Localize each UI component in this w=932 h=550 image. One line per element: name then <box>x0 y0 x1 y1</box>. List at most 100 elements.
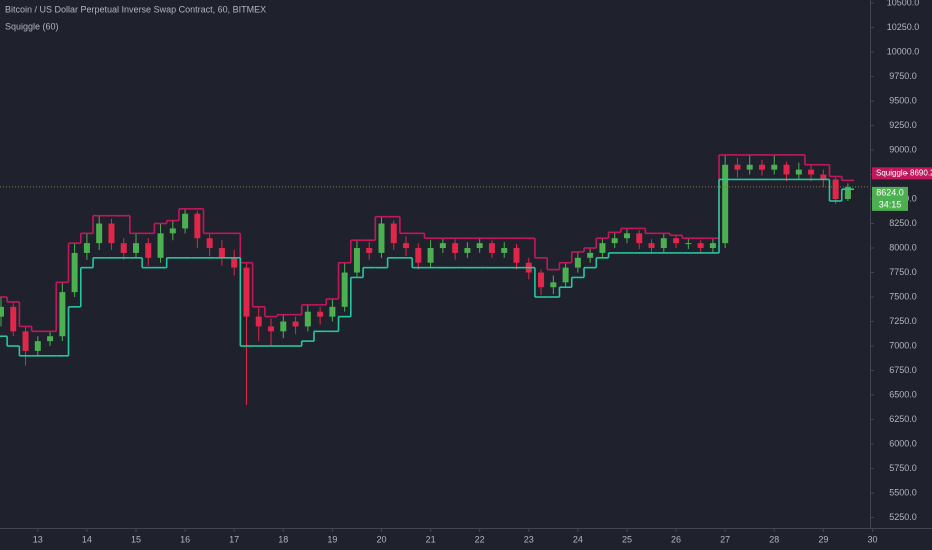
x-tick-label: 19 <box>327 534 337 544</box>
candle-body <box>317 311 324 317</box>
x-tick-label: 17 <box>229 534 239 544</box>
candle-body <box>623 233 630 239</box>
y-tick-label: 9500.0 <box>889 95 917 105</box>
candle-body <box>0 306 4 317</box>
candle-body <box>513 248 520 263</box>
candle-body <box>255 316 262 327</box>
candle-body <box>96 223 103 244</box>
candle-body <box>378 223 385 253</box>
x-tick-label: 30 <box>867 534 877 544</box>
candle-body <box>771 164 778 170</box>
price-tag <box>872 186 908 211</box>
x-tick-label: 21 <box>426 534 436 544</box>
x-tick-label: 15 <box>131 534 141 544</box>
candle-body <box>231 257 238 268</box>
candle-body <box>488 243 495 253</box>
candle-body <box>329 306 336 317</box>
candle-body <box>182 213 189 229</box>
y-tick-label: 7250.0 <box>889 316 917 326</box>
candle-body <box>415 248 422 263</box>
candle-body <box>660 238 667 249</box>
candle-body <box>648 243 655 249</box>
candle-body <box>268 326 275 332</box>
candle-body <box>403 243 410 249</box>
y-tick-label: 5750.0 <box>889 463 917 473</box>
candle-body <box>366 248 373 253</box>
candle-body <box>795 169 802 175</box>
x-tick-label: 29 <box>818 534 828 544</box>
candle-body <box>243 267 250 317</box>
y-tick-label: 5250.0 <box>889 512 917 522</box>
candle-body <box>194 213 201 239</box>
y-tick-label: 9250.0 <box>889 120 917 130</box>
y-tick-label: 7750.0 <box>889 267 917 277</box>
candle-body <box>820 174 827 180</box>
candle-body <box>501 248 508 253</box>
candle-body <box>145 243 152 258</box>
candle-body <box>783 164 790 175</box>
y-tick-label: 6000.0 <box>889 438 917 448</box>
candle-body <box>538 272 545 288</box>
countdown: 34:15 <box>879 199 902 209</box>
y-tick-label: 5500.0 <box>889 487 917 497</box>
candle-body <box>476 243 483 249</box>
candle-body <box>218 248 225 258</box>
candle-body <box>709 243 716 249</box>
x-tick-label: 22 <box>475 534 485 544</box>
candle-body <box>157 233 164 258</box>
candle-body <box>304 311 311 327</box>
y-tick-label: 10250.0 <box>887 22 920 32</box>
x-tick-label: 24 <box>573 534 583 544</box>
candle-body <box>10 306 17 332</box>
candle-body <box>120 243 127 253</box>
y-tick-label: 6250.0 <box>889 414 917 424</box>
candle-body <box>341 272 348 307</box>
candle-body <box>636 233 643 244</box>
x-tick-label: 26 <box>671 534 681 544</box>
candle-body <box>83 243 90 253</box>
candle-body <box>758 164 765 170</box>
candle-body <box>599 243 606 253</box>
candle-body <box>464 248 471 253</box>
x-tick-label: 27 <box>720 534 730 544</box>
price-tag-value: 8624.0 <box>876 187 904 197</box>
candle-body <box>673 238 680 244</box>
indicator-tag <box>872 167 932 180</box>
x-tick-label: 14 <box>82 534 92 544</box>
candle-body <box>611 238 618 244</box>
candle-body <box>353 248 360 273</box>
x-tick-label: 18 <box>278 534 288 544</box>
x-tick-label: 25 <box>622 534 632 544</box>
y-tick-label: 7000.0 <box>889 340 917 350</box>
x-tick-label: 23 <box>524 534 534 544</box>
candle-body <box>59 292 66 337</box>
candle-body <box>685 243 692 245</box>
candle-body <box>71 252 78 293</box>
candle-body <box>746 164 753 170</box>
y-tick-label: 8000.0 <box>889 242 917 252</box>
indicator-tag-name: Squiggle <box>876 168 908 177</box>
x-tick-label: 28 <box>769 534 779 544</box>
candle-body <box>169 228 176 234</box>
candle-body <box>574 257 581 268</box>
candle-body <box>132 243 139 253</box>
y-tick-label: 10500.0 <box>887 0 920 7</box>
x-tick-label: 16 <box>180 534 190 544</box>
candle-body <box>108 223 115 244</box>
y-tick-label: 9000.0 <box>889 144 917 154</box>
candle-body <box>832 179 839 200</box>
candle-body <box>427 248 434 263</box>
indicator-tag-value: 8690.2 <box>910 168 932 177</box>
candle-body <box>550 282 557 288</box>
candle-body <box>292 321 299 327</box>
chart-title: Bitcoin / US Dollar Perpetual Inverse Sw… <box>5 4 266 14</box>
indicator-label: Squiggle (60) <box>5 21 59 31</box>
candle-body <box>697 243 704 249</box>
x-tick-label: 20 <box>376 534 386 544</box>
candle-body <box>452 243 459 253</box>
candle-body <box>562 267 569 283</box>
y-tick-label: 6750.0 <box>889 365 917 375</box>
candle-body <box>722 164 729 244</box>
